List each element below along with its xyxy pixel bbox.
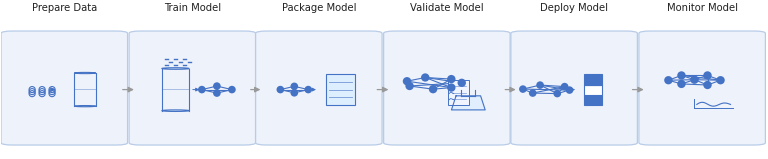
Ellipse shape [529, 89, 537, 97]
Text: Validate Model: Validate Model [410, 3, 484, 13]
Text: Deploy Model: Deploy Model [540, 3, 608, 13]
Ellipse shape [717, 76, 725, 84]
FancyBboxPatch shape [584, 95, 602, 105]
Ellipse shape [429, 85, 437, 93]
Ellipse shape [228, 86, 236, 93]
Ellipse shape [447, 83, 455, 92]
FancyBboxPatch shape [448, 80, 469, 105]
Polygon shape [452, 96, 485, 110]
FancyBboxPatch shape [1, 31, 127, 145]
Text: Train Model: Train Model [164, 3, 221, 13]
Ellipse shape [561, 83, 568, 90]
Ellipse shape [664, 76, 673, 84]
Ellipse shape [421, 73, 429, 82]
Ellipse shape [406, 82, 414, 90]
Ellipse shape [162, 68, 189, 69]
Ellipse shape [276, 86, 284, 93]
Ellipse shape [703, 81, 712, 89]
Ellipse shape [213, 82, 220, 90]
FancyBboxPatch shape [584, 74, 602, 85]
Ellipse shape [198, 86, 206, 93]
FancyBboxPatch shape [384, 31, 510, 145]
Ellipse shape [213, 89, 220, 97]
Ellipse shape [304, 86, 312, 93]
Ellipse shape [458, 79, 466, 87]
Ellipse shape [74, 106, 96, 107]
Ellipse shape [447, 75, 455, 83]
Ellipse shape [290, 83, 298, 90]
FancyBboxPatch shape [326, 74, 355, 105]
Ellipse shape [554, 90, 561, 97]
FancyBboxPatch shape [256, 31, 382, 145]
FancyBboxPatch shape [511, 31, 637, 145]
Ellipse shape [519, 85, 527, 93]
Ellipse shape [74, 72, 96, 74]
Ellipse shape [677, 80, 686, 88]
Ellipse shape [290, 89, 298, 97]
Ellipse shape [690, 76, 699, 84]
Ellipse shape [536, 81, 544, 89]
Ellipse shape [677, 71, 686, 80]
Text: Package Model: Package Model [282, 3, 356, 13]
FancyBboxPatch shape [584, 85, 602, 95]
Ellipse shape [566, 86, 574, 94]
Ellipse shape [703, 71, 712, 80]
Ellipse shape [162, 110, 189, 111]
Text: Monitor Model: Monitor Model [667, 3, 737, 13]
Ellipse shape [402, 77, 411, 85]
FancyBboxPatch shape [129, 31, 256, 145]
FancyBboxPatch shape [639, 31, 766, 145]
Text: Prepare Data: Prepare Data [31, 3, 97, 13]
